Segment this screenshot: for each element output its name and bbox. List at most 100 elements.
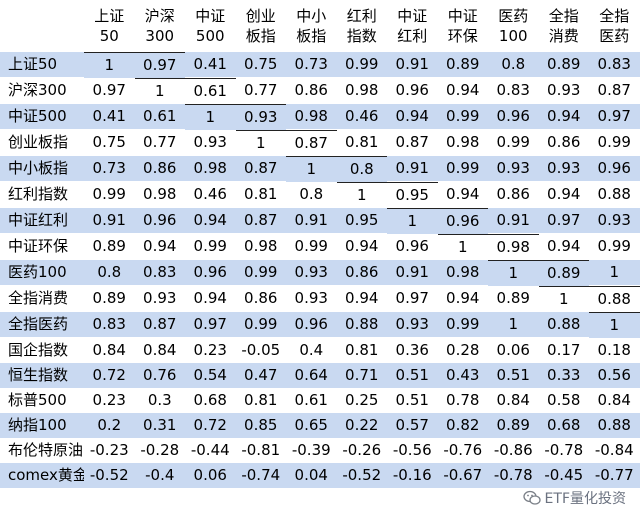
column-header-line: 医药 <box>498 7 529 25</box>
table-cell: 0.56 <box>589 363 640 388</box>
table-cell: 0.83 <box>84 312 135 337</box>
table-cell: 0.99 <box>488 130 539 155</box>
table-cell: 0.8 <box>336 156 387 182</box>
table-cell: 0.94 <box>538 104 589 129</box>
table-cell: 1 <box>538 286 589 312</box>
table-cell: -0.74 <box>235 463 286 488</box>
table-cell: 0.71 <box>336 363 387 388</box>
table-cell: 0.94 <box>437 286 488 311</box>
table-cell: 0.91 <box>387 156 438 181</box>
table-cell: 1 <box>488 312 539 337</box>
table-cell: 0.86 <box>235 286 286 311</box>
row-label: 布伦特原油 <box>0 438 84 463</box>
table-cell: -0.4 <box>134 463 185 488</box>
table-cell: 0.87 <box>134 312 185 337</box>
column-header-line: 沪深 <box>144 7 175 25</box>
column-header: 中小 板指 <box>286 0 337 52</box>
table-cell: -0.39 <box>286 438 337 463</box>
table-cell: 0.83 <box>488 78 539 103</box>
table-cell: 0.78 <box>437 388 488 413</box>
table-cell: 1 <box>84 52 135 78</box>
table-cell: 0.93 <box>286 260 337 285</box>
table-cell: -0.86 <box>488 438 539 463</box>
table-cell: 0.89 <box>488 286 539 311</box>
table-cell: -0.16 <box>387 463 438 488</box>
table-cell: 1 <box>589 260 640 285</box>
column-header-line: 全指 <box>548 7 579 25</box>
table-cell: 0.83 <box>589 52 640 77</box>
table-cell: 0.97 <box>387 286 438 311</box>
table-cell: 0.93 <box>235 104 286 130</box>
table-cell: 0.77 <box>235 78 286 103</box>
column-header: 沪深 300 <box>135 0 186 52</box>
table-cell: 0.99 <box>336 52 387 77</box>
table-cell: 0.22 <box>336 413 387 438</box>
column-header-line: 100 <box>498 27 528 45</box>
table-cell: 0.57 <box>387 413 438 438</box>
row-label: 国企指数 <box>0 338 84 363</box>
table-cell: 1 <box>589 312 640 338</box>
table-cell: 0.82 <box>437 413 488 438</box>
table-cell: 0.95 <box>336 208 387 233</box>
column-header: 创业 板指 <box>236 0 287 52</box>
table-cell: 0.89 <box>538 260 589 286</box>
table-cell: 0.84 <box>488 388 539 413</box>
watermark-text: ETF量化投资 <box>544 491 626 507</box>
header-corner <box>0 0 84 52</box>
table-cell: 0.98 <box>437 130 488 155</box>
table-cell: 0.98 <box>488 234 539 260</box>
row-label: 恒生指数 <box>0 363 84 388</box>
row-label: 上证50 <box>0 52 84 77</box>
table-cell: 0.31 <box>134 413 185 438</box>
table-cell: 0.76 <box>134 363 185 388</box>
table-cell: 0.88 <box>336 312 387 337</box>
table-cell: 0.96 <box>387 78 438 103</box>
table-cell: 0.86 <box>134 156 185 181</box>
table-cell: 0.96 <box>387 234 438 259</box>
table-cell: 0.81 <box>336 130 387 155</box>
column-header: 医药 100 <box>488 0 539 52</box>
table-cell: 0.75 <box>235 52 286 77</box>
table-cell: 0.77 <box>134 130 185 155</box>
column-header-line: 板指 <box>296 27 327 45</box>
row-label: 全指消费 <box>0 286 84 311</box>
table-cell: 0.25 <box>336 388 387 413</box>
table-cell: 0.73 <box>84 156 135 181</box>
table-cell: 0.85 <box>235 413 286 438</box>
table-cell: 0.87 <box>235 208 286 233</box>
table-cell: 0.91 <box>387 260 438 285</box>
column-header: 全指 医药 <box>589 0 640 52</box>
table-cell: 0.97 <box>134 52 185 78</box>
table-cell: -0.56 <box>387 438 438 463</box>
column-header: 上证 50 <box>84 0 135 52</box>
table-cell: -0.28 <box>134 438 185 463</box>
table-cell: 0.88 <box>589 182 640 207</box>
table-cell: 0.98 <box>134 182 185 207</box>
table-cell: 0.81 <box>235 388 286 413</box>
table-cell: 0.61 <box>185 78 236 104</box>
column-header-line: 板指 <box>245 27 276 45</box>
table-cell: 0.61 <box>286 388 337 413</box>
table-cell: 0.93 <box>185 130 236 155</box>
table-cell: 0.94 <box>437 78 488 103</box>
table-cell: 0.58 <box>538 388 589 413</box>
table-cell: 0.4 <box>286 338 337 363</box>
column-header-line: 50 <box>99 27 119 45</box>
table-cell: 0.51 <box>387 363 438 388</box>
table-cell: 0.98 <box>185 156 236 181</box>
column-header-line: 消费 <box>548 27 579 45</box>
column-header: 全指 消费 <box>539 0 590 52</box>
table-cell: 0.99 <box>286 234 337 259</box>
row-label: 标普500 <box>0 388 84 413</box>
table-cell: 0.86 <box>336 260 387 285</box>
table-cell: 0.91 <box>84 208 135 233</box>
column-header: 中证 500 <box>185 0 236 52</box>
table-cell: 0.04 <box>286 463 337 488</box>
table-cell: 0.89 <box>488 413 539 438</box>
table-cell: 0.33 <box>538 363 589 388</box>
table-cell: 0.96 <box>185 260 236 285</box>
table-cell: 1 <box>185 104 236 130</box>
row-label: 中小板指 <box>0 156 84 181</box>
table-cell: 1 <box>134 78 185 104</box>
table-cell: 0.91 <box>286 208 337 233</box>
